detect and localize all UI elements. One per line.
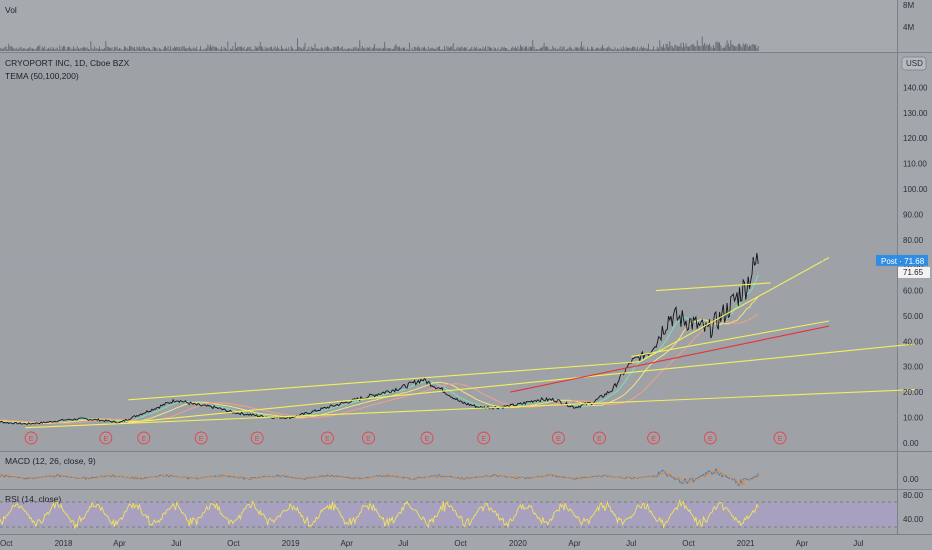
earnings-marker [551, 431, 565, 445]
volume-bar-series [0, 36, 759, 51]
earnings-marker [24, 431, 38, 445]
y-tick-label: 110.00 [903, 160, 927, 169]
earnings-marker-label: E [651, 436, 656, 443]
trendlines [25, 257, 916, 429]
earnings-marker [137, 431, 151, 445]
trendline-0 [25, 389, 916, 429]
rsi-label: RSI (14, close) [5, 494, 61, 504]
rsi-line [0, 498, 759, 529]
trendline-2 [128, 257, 830, 401]
currency-badge[interactable] [901, 56, 927, 71]
volume-tick-8m: 8M [903, 1, 914, 10]
trendline-1 [128, 343, 916, 424]
earnings-marker-label: E [425, 436, 430, 443]
earnings-marker-label: E [325, 436, 330, 443]
trendline-5 [510, 325, 830, 393]
rsi-tick-40: 40.00 [903, 515, 924, 524]
time-axis [0, 534, 932, 550]
earnings-marker-label: E [597, 436, 602, 443]
x-tick-label: 2019 [282, 539, 300, 548]
x-tick-label: Apr [568, 539, 581, 548]
y-tick-label: 20.00 [903, 388, 924, 397]
price-line [0, 252, 759, 425]
earnings-marker-label: E [141, 436, 146, 443]
price-series [0, 252, 759, 425]
x-tick-label: Jul [398, 539, 408, 548]
volume-tick-4m: 4M [903, 23, 914, 32]
last-price-badge: 71.65 [898, 266, 930, 278]
x-tick-label: Apr [340, 539, 353, 548]
y-tick-label: 130.00 [903, 109, 928, 118]
earnings-marker [250, 431, 264, 445]
earnings-marker-label: E [255, 436, 260, 443]
earnings-marker [477, 431, 491, 445]
x-tick-label: Oct [454, 539, 467, 548]
post-price-badge: Post · 71.68 [876, 254, 928, 266]
y-tick-label: 60.00 [903, 287, 924, 296]
tema-200-line [0, 313, 759, 424]
y-tick-label: 80.00 [903, 236, 924, 245]
earnings-marker [593, 431, 606, 445]
x-tick-label: Jul [171, 539, 181, 548]
trendline-3 [631, 320, 830, 358]
earnings-marker-label: E [481, 436, 486, 443]
y-tick-label: 100.00 [903, 185, 928, 194]
macd-label: MACD (12, 26, close, 9) [5, 456, 96, 466]
x-tick-label: 2021 [737, 539, 755, 548]
x-tick-label: Oct [0, 539, 13, 548]
macd-lines [0, 466, 761, 487]
y-tick-label: 10.00 [903, 414, 924, 423]
price-pane [0, 53, 897, 451]
earnings-marker-label: E [366, 436, 371, 443]
currency-label: USD [906, 59, 923, 68]
macd-pane [0, 452, 897, 489]
y-tick-label: 0.00 [903, 439, 919, 448]
earnings-marker [647, 431, 661, 445]
rsi-tick-80: 80.00 [903, 491, 924, 500]
earnings-marker [320, 431, 334, 445]
x-tick-label: Apr [113, 539, 126, 548]
y-tick-label: 120.00 [903, 134, 928, 143]
earnings-marker [703, 431, 717, 445]
earnings-marker-label: E [708, 436, 713, 443]
earnings-marker-label: E [103, 436, 108, 443]
earnings-marker-label: E [29, 436, 34, 443]
x-tick-label: Jul [626, 539, 636, 548]
earnings-marker-label: E [778, 436, 783, 443]
y-tick-label: 90.00 [903, 210, 924, 219]
macd-signal-line [0, 466, 761, 486]
trendline-4 [656, 282, 771, 292]
earnings-marker [362, 431, 375, 445]
y-tick-label: 50.00 [903, 312, 924, 321]
x-tick-label: Apr [796, 539, 809, 548]
earnings-marker [420, 431, 434, 445]
volume-bars [0, 36, 759, 51]
macd-tick-zero: 0.00 [903, 475, 919, 484]
rsi-series-line [0, 498, 759, 529]
volume-label: Vol [5, 5, 17, 15]
tema-50-line [0, 274, 759, 425]
tema-lines [0, 274, 759, 425]
earnings-marker [99, 431, 113, 445]
x-tick-label: 2018 [55, 539, 73, 548]
y-tick-label: 30.00 [903, 363, 924, 372]
y-tick-label: 40.00 [903, 337, 924, 346]
earnings-marker-label: E [199, 436, 204, 443]
x-tick-label: Jul [853, 539, 863, 548]
earnings-marker-label: E [556, 436, 561, 443]
x-tick-label: Oct [227, 539, 240, 548]
volume-pane [0, 0, 897, 52]
y-tick-label: 140.00 [903, 83, 928, 92]
earnings-marker [773, 431, 787, 445]
indicator-label: TEMA (50,100,200) [5, 71, 79, 81]
time-x-ticks: Oct 2018 Apr Jul Oct 2019 Apr Jul Oct 2020 Apr Jul O… [0, 539, 864, 548]
x-tick-label: 2020 [509, 539, 527, 548]
post-price-label: Post · 71.68 [881, 257, 925, 266]
last-price-label: 71.65 [903, 268, 924, 277]
earnings-marker [194, 431, 208, 445]
symbol-title: CRYOPORT INC, 1D, Cboe BZX [5, 58, 130, 68]
x-tick-label: Oct [682, 539, 695, 548]
